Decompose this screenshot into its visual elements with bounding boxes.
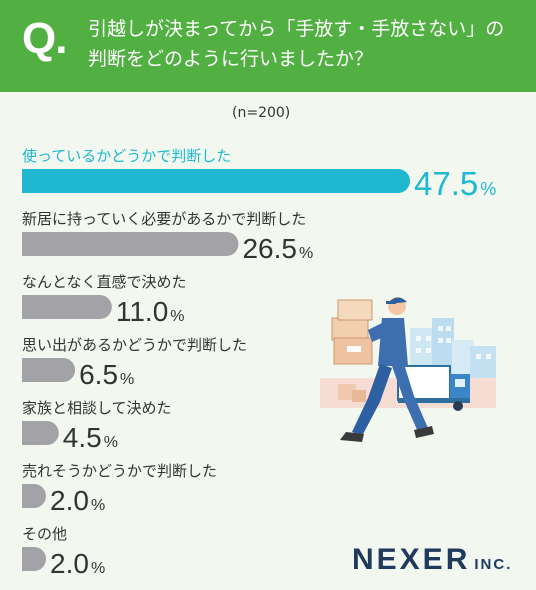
question-header: Q. 引越しが決まってから「手放す・手放さない」の 判断をどのように行いましたか… — [0, 0, 536, 92]
value-label: 6.5% — [79, 359, 134, 390]
bar — [22, 547, 46, 571]
question-text: 引越しが決まってから「手放す・手放さない」の 判断をどのように行いましたか？ — [88, 14, 528, 74]
bar — [22, 484, 46, 508]
value-label: 4.5% — [63, 422, 118, 453]
value-label: 11.0% — [116, 296, 185, 327]
nexer-logo: NEXER INC. — [352, 543, 512, 577]
category-label: なんとなく直感で決めた — [22, 273, 187, 291]
category-label: 使っているかどうかで判断した — [22, 147, 231, 165]
category-label: 売れそうかどうかで判断した — [22, 462, 217, 480]
q-mark: Q. — [22, 14, 67, 63]
bar — [22, 295, 112, 319]
category-label: 家族と相談して決めた — [22, 399, 172, 417]
value-label: 47.5% — [414, 165, 496, 202]
bar — [22, 358, 76, 382]
value-label: 26.5% — [242, 233, 313, 264]
question-line-1: 引越しが決まってから「手放す・手放さない」の — [88, 18, 505, 40]
mover-illustration — [320, 297, 496, 442]
category-label: 思い出があるかどうかで判断した — [22, 336, 247, 354]
value-label: 2.0% — [50, 548, 105, 579]
question-line-2: 判断をどのように行いましたか？ — [88, 48, 374, 70]
bar — [22, 169, 410, 193]
bar — [22, 232, 239, 256]
category-label: その他 — [22, 525, 67, 543]
value-label: 2.0% — [50, 485, 105, 516]
bar — [22, 421, 59, 446]
logo-main: NEXER — [352, 543, 471, 576]
category-label: 新居に持っていく必要があるかで判断した — [22, 210, 306, 228]
logo-sub: INC. — [474, 556, 513, 573]
sample-size-label: (n=200) — [232, 105, 291, 121]
